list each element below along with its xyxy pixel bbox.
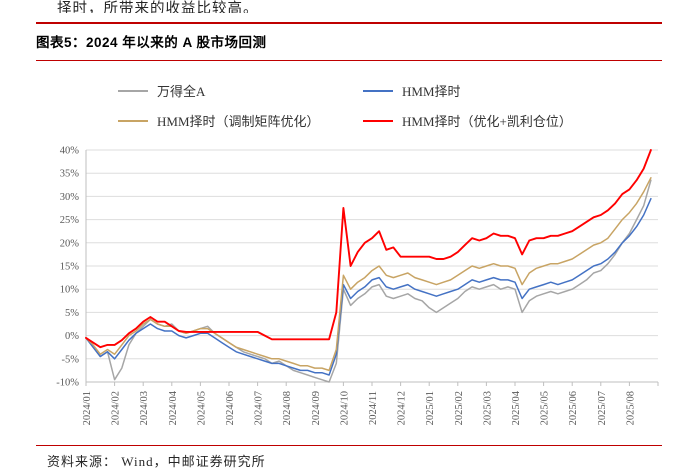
svg-text:2025/04: 2025/04 [511, 390, 522, 425]
backtest-chart-svg: 40% 35% 30% 25% 20% 15% 10% 5% 0% -5% -10%2024/01 2… [56, 146, 659, 425]
legend-item-hmm-kelly: HMM择时（优化+凯利仓位） [363, 111, 653, 130]
svg-text:2024/08: 2024/08 [282, 391, 293, 425]
svg-text:2024/01: 2024/01 [82, 391, 93, 425]
svg-text:2025/02: 2025/02 [454, 391, 465, 425]
svg-text:2024/09: 2024/09 [311, 391, 322, 425]
svg-text:2024/10: 2024/10 [339, 391, 350, 425]
legend-item-hmm: HMM择时 [363, 81, 653, 100]
svg-text:20%: 20% [60, 238, 80, 249]
legend-swatch-tan-line-icon [118, 119, 148, 122]
svg-text:2024/02: 2024/02 [111, 391, 122, 425]
svg-text:25%: 25% [60, 215, 80, 226]
svg-text:-10%: -10% [56, 378, 79, 389]
svg-text:2024/03: 2024/03 [139, 391, 150, 425]
legend-swatch-red-line-icon [363, 119, 393, 122]
legend-item-hmm-matrix: HMM择时（调制矩阵优化） [118, 111, 363, 130]
svg-text:2024/12: 2024/12 [397, 391, 408, 425]
svg-text:2024/05: 2024/05 [196, 391, 207, 425]
svg-text:2024/11: 2024/11 [368, 391, 379, 425]
red-divider-under-title [36, 60, 662, 61]
svg-text:2024/06: 2024/06 [225, 391, 236, 425]
svg-text:0%: 0% [65, 331, 79, 342]
svg-text:10%: 10% [60, 285, 80, 296]
red-divider-bottom [36, 445, 662, 446]
svg-text:2025/01: 2025/01 [425, 391, 436, 425]
legend-item-wande-quan-a: 万得全A [118, 81, 363, 100]
legend-swatch-blue-line-icon [363, 89, 393, 92]
svg-text:2025/06: 2025/06 [568, 391, 579, 425]
svg-text:2024/07: 2024/07 [254, 391, 265, 425]
svg-text:30%: 30% [60, 192, 80, 203]
chart-legend: 万得全A HMM择时 HMM择时（调制矩阵优化） HMM择时（优化+凯利仓位） [118, 81, 680, 130]
svg-text:2024/04: 2024/04 [168, 390, 179, 425]
svg-text:-5%: -5% [62, 354, 80, 365]
svg-text:2025/03: 2025/03 [482, 391, 493, 425]
svg-text:5%: 5% [65, 308, 79, 319]
clipped-paragraph-text: 择时，所带来的收益比较高。 [57, 1, 259, 13]
figure-title: 图表5：2024 年以来的 A 股市场回测 [36, 35, 267, 50]
svg-text:2025/07: 2025/07 [597, 391, 608, 425]
svg-text:2025/08: 2025/08 [625, 391, 636, 425]
line-chart: 40% 35% 30% 25% 20% 15% 10% 5% 0% -5% -10% 2024/01 2… [30, 142, 680, 436]
source-note: 资料来源： Wind，中邮证券研究所 [47, 454, 266, 469]
legend-label: 万得全A [157, 84, 206, 99]
clipped-paragraph: 择时，所带来的收益比较高。 [0, 0, 680, 13]
svg-text:2025/05: 2025/05 [540, 391, 551, 425]
legend-swatch-gray-line-icon [118, 89, 148, 92]
svg-text:35%: 35% [60, 169, 80, 180]
svg-text:40%: 40% [60, 146, 80, 157]
legend-label: HMM择时（优化+凯利仓位） [402, 114, 572, 129]
legend-label: HMM择时（调制矩阵优化） [157, 114, 320, 129]
svg-text:15%: 15% [60, 262, 80, 273]
red-divider-top [36, 22, 662, 24]
legend-label: HMM择时 [402, 84, 461, 99]
